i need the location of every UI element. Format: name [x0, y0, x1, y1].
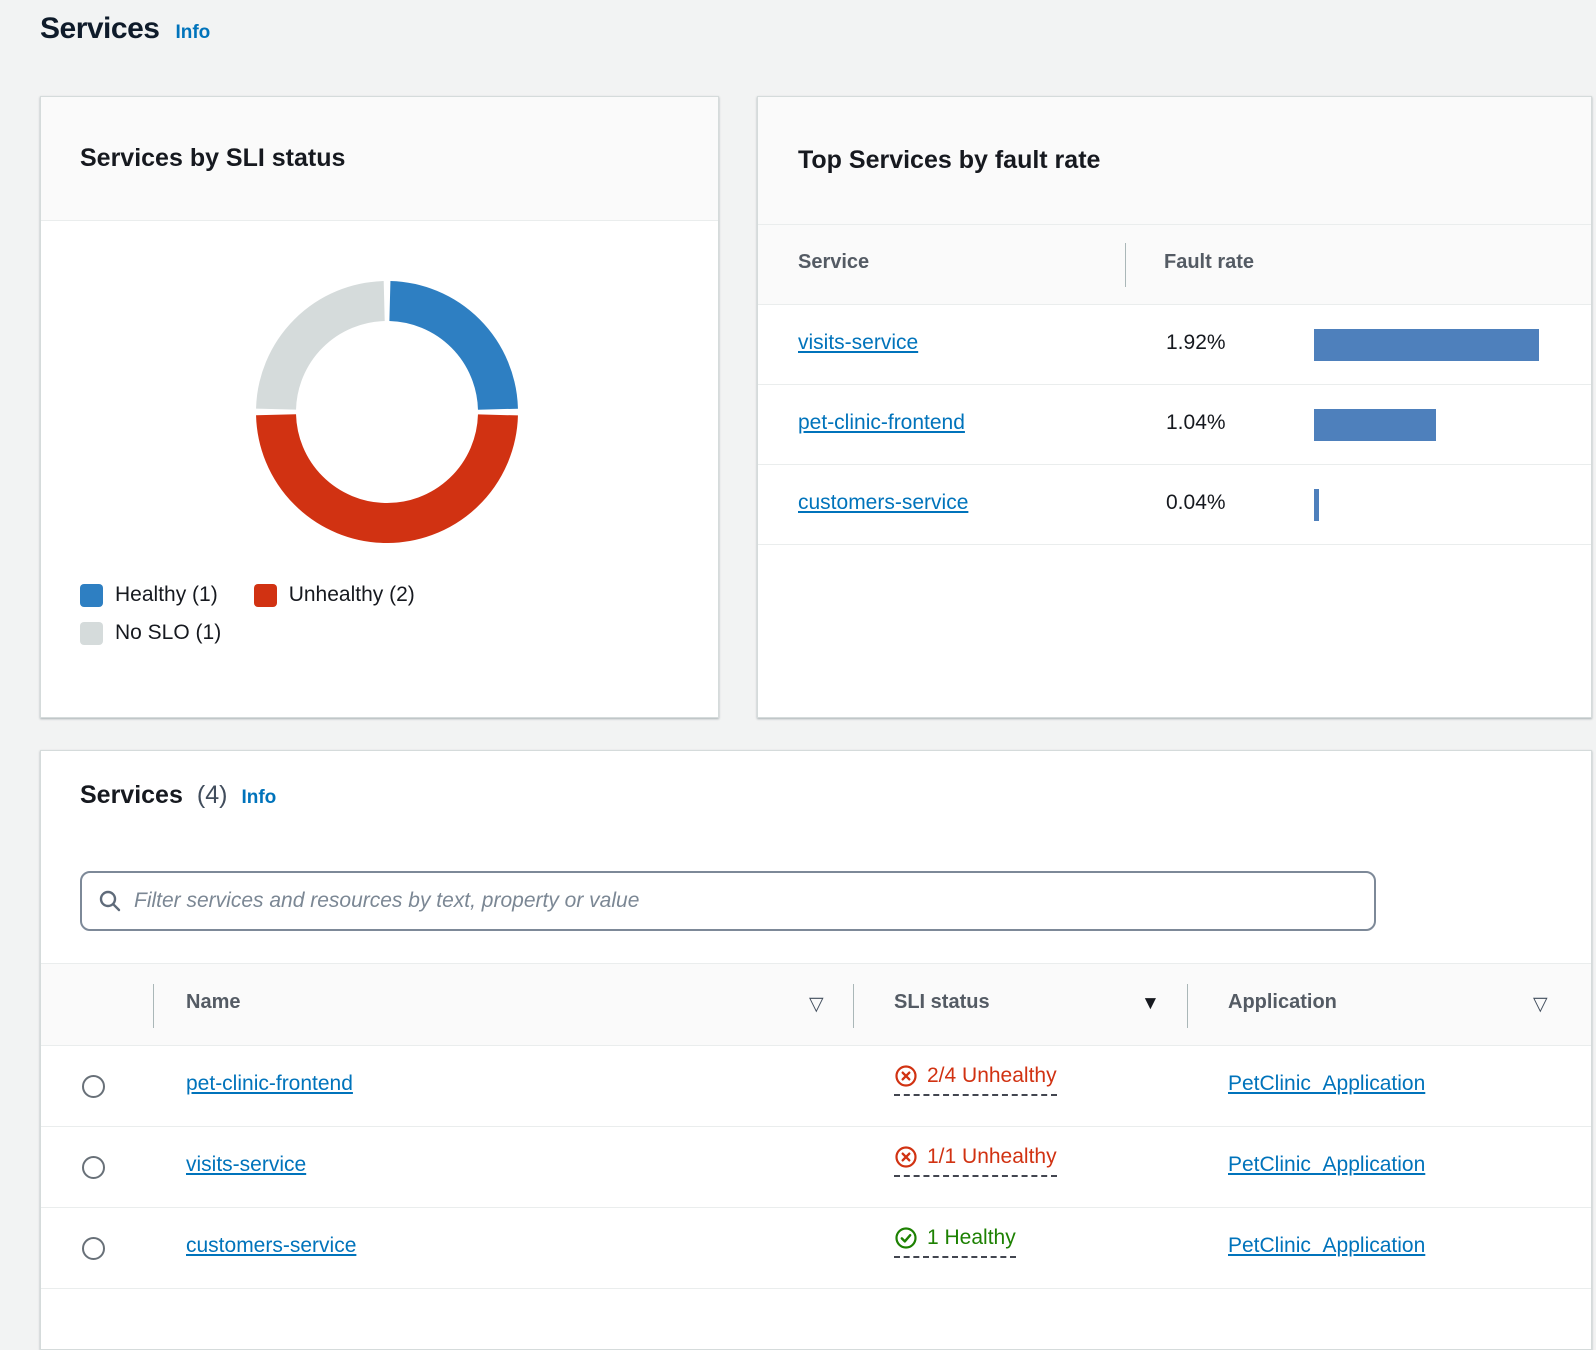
fault-row-customers-service: customers-service 0.04%: [758, 465, 1591, 545]
fault-rate-bar: [1314, 489, 1319, 521]
sli-status-badge: 1 Healthy: [894, 1226, 1016, 1258]
column-divider: [1187, 984, 1188, 1028]
fault-rate-value: 1.92%: [1166, 331, 1226, 354]
table-row-customers-service: customers-service 1 Healthy PetClinic_Ap…: [41, 1208, 1591, 1289]
service-name-link[interactable]: pet-clinic-frontend: [186, 1072, 353, 1095]
sli-status-badge: 2/4 Unhealthy: [894, 1064, 1057, 1096]
fault-card-title: Top Services by fault rate: [798, 146, 1101, 174]
fault-row-visits-service: visits-service 1.92%: [758, 305, 1591, 385]
services-card-header: Services (4) Info: [80, 781, 276, 810]
legend-swatch-no-slo: [80, 621, 103, 645]
sli-card-title: Services by SLI status: [80, 144, 346, 172]
column-divider: [853, 984, 854, 1028]
fault-rate-value: 1.04%: [1166, 411, 1226, 434]
column-header-service: Service: [798, 251, 870, 273]
application-link[interactable]: PetClinic_Application: [1228, 1153, 1426, 1176]
column-header-application: Application: [1228, 991, 1337, 1013]
legend-item-no-slo: No SLO (1): [80, 621, 221, 645]
column-divider: [153, 984, 154, 1028]
sort-icon-name[interactable]: ▽: [809, 994, 824, 1015]
table-row-pet-clinic-frontend: pet-clinic-frontend 2/4 Unhealthy PetCli…: [41, 1046, 1591, 1127]
error-circle-icon: [895, 1065, 917, 1087]
sort-icon-sli-status[interactable]: ▼: [1141, 993, 1160, 1014]
service-link[interactable]: visits-service: [798, 331, 919, 354]
page-title: Services: [40, 12, 160, 45]
legend-swatch-unhealthy: [253, 583, 277, 607]
service-name-link[interactable]: customers-service: [186, 1234, 357, 1257]
services-info-link[interactable]: Info: [241, 787, 277, 808]
fault-rate-card: Top Services by fault rate Service Fault…: [757, 96, 1592, 718]
legend-label-unhealthy: Unhealthy (2): [288, 583, 415, 606]
services-count: (4): [196, 781, 228, 809]
success-circle-icon: [895, 1227, 917, 1249]
filter-services-input[interactable]: [134, 889, 1358, 913]
legend-item-unhealthy: Unhealthy (2): [253, 583, 415, 607]
sli-legend: Healthy (1) Unhealthy (2) No SLO (1): [80, 583, 540, 645]
error-circle-icon: [895, 1146, 917, 1168]
sli-status-label: 1/1 Unhealthy: [927, 1145, 1057, 1168]
application-link[interactable]: PetClinic_Application: [1228, 1072, 1426, 1095]
legend-label-no-slo: No SLO (1): [115, 621, 222, 644]
column-header-sli-status: SLI status: [894, 991, 990, 1013]
table-row-visits-service: visits-service 1/1 Unhealthy PetClinic_A…: [41, 1127, 1591, 1208]
filter-input-container: [80, 871, 1376, 931]
column-header-name: Name: [186, 991, 241, 1013]
fault-table-header: Service Fault rate: [758, 225, 1591, 305]
sli-status-label: 2/4 Unhealthy: [927, 1064, 1057, 1087]
sli-status-card: Services by SLI status Healthy (1) Unhea…: [40, 96, 719, 718]
row-radio-button[interactable]: [82, 1075, 105, 1098]
application-link[interactable]: PetClinic_Application: [1228, 1234, 1426, 1257]
sli-status-badge: 1/1 Unhealthy: [894, 1145, 1057, 1177]
legend-item-healthy: Healthy (1): [80, 583, 218, 607]
legend-swatch-healthy: [80, 583, 103, 607]
sli-card-header: Services by SLI status: [41, 97, 718, 221]
column-header-fault-rate: Fault rate: [1164, 251, 1255, 273]
fault-rate-bar: [1314, 409, 1436, 441]
page-header: Services Info: [40, 12, 210, 46]
service-link[interactable]: pet-clinic-frontend: [798, 411, 965, 434]
service-name-link[interactable]: visits-service: [186, 1153, 307, 1176]
fault-rate-bar: [1314, 329, 1539, 361]
services-card-title: Services: [80, 781, 183, 809]
row-radio-button[interactable]: [82, 1156, 105, 1179]
column-divider: [1125, 243, 1126, 287]
fault-rate-value: 0.04%: [1166, 491, 1226, 514]
sli-donut-chart: [256, 281, 518, 543]
search-icon: [99, 890, 121, 912]
services-table-header: Name ▽ SLI status ▼ Application ▽: [41, 963, 1591, 1046]
donut-chart-svg: [256, 281, 518, 543]
services-table-card: Services (4) Info Name ▽ SLI status ▼ Ap…: [40, 750, 1592, 1350]
fault-card-header: Top Services by fault rate: [758, 97, 1591, 225]
fault-row-pet-clinic-frontend: pet-clinic-frontend 1.04%: [758, 385, 1591, 465]
legend-label-healthy: Healthy (1): [115, 583, 218, 606]
page-info-link[interactable]: Info: [175, 22, 211, 43]
sort-icon-application[interactable]: ▽: [1533, 994, 1548, 1015]
row-radio-button[interactable]: [82, 1237, 105, 1260]
sli-status-label: 1 Healthy: [927, 1226, 1016, 1249]
service-link[interactable]: customers-service: [798, 491, 969, 514]
